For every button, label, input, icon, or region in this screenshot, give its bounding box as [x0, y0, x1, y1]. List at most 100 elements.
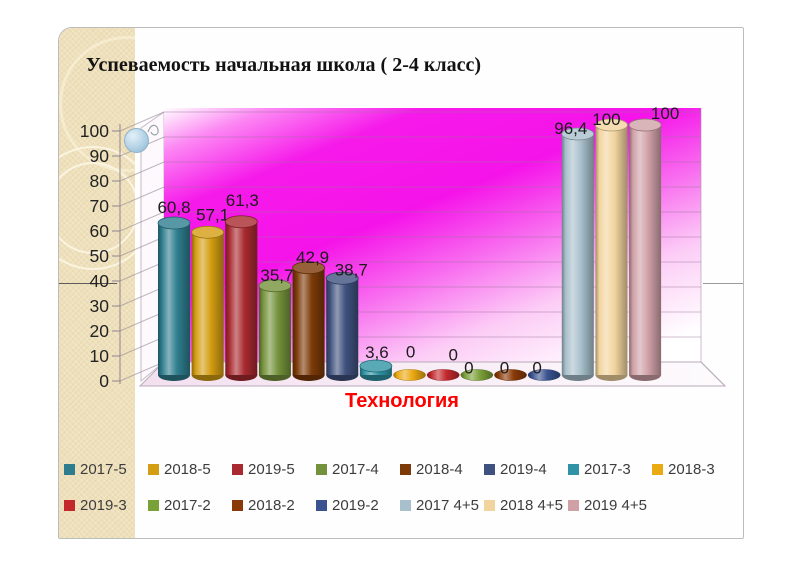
- legend-item-2017-4: 2017-4: [316, 461, 400, 478]
- axis-depth-connector: [119, 161, 165, 182]
- axis-depth-connector: [119, 211, 165, 232]
- bar-value-label: 0: [448, 346, 457, 365]
- bar-2018-4+5: [595, 118, 628, 381]
- decorative-line-right: [703, 283, 743, 284]
- chart-legend-row-1: 2017-5 2018-5 2019-5 2017-4 2018-4 2019-4 2017…: [64, 461, 736, 478]
- bar-2017-3: [359, 359, 393, 381]
- bar-value-label: 38,7: [335, 260, 368, 279]
- axis-depth-connector: [119, 336, 165, 357]
- bar-2017-2: [460, 369, 494, 381]
- legend-item-2018-2: 2018-2: [232, 497, 316, 514]
- legend-label: 2019-5: [248, 461, 295, 478]
- bar-2017-4: [258, 279, 292, 381]
- legend-marker: [652, 464, 663, 475]
- axis-depth-connector: [119, 236, 165, 257]
- legend-label: 2017-2: [164, 497, 211, 514]
- bar-2018-5: [191, 225, 225, 381]
- bar-value-label: 100: [651, 104, 679, 123]
- sphere-ornament: [124, 128, 149, 153]
- bar-value-label: 35,7: [260, 266, 293, 285]
- bar-value-label: 3,6: [365, 343, 389, 362]
- bar-2017-4+5: [561, 127, 595, 381]
- bar-value-label: 60,8: [157, 198, 190, 217]
- legend-marker: [568, 464, 579, 475]
- legend-marker: [64, 464, 75, 475]
- legend-label: 2017-3: [584, 461, 631, 478]
- legend-label: 2018-2: [248, 497, 295, 514]
- legend-item-2019-4: 2019-4: [484, 461, 568, 478]
- legend-label: 2019 4+5: [584, 497, 647, 514]
- legend-marker: [316, 500, 327, 511]
- legend-marker: [232, 500, 243, 511]
- legend-marker: [484, 500, 495, 511]
- axis-depth-connector: [119, 111, 165, 132]
- bar-2018-2: [494, 369, 527, 381]
- legend-label: 2019-4: [500, 461, 547, 478]
- y-axis-label: 80: [90, 171, 110, 191]
- legend-label: 2018-3: [668, 461, 715, 478]
- legend-item-2018-3: 2018-3: [652, 461, 736, 478]
- bar-value-label: 0: [406, 343, 415, 362]
- squiggle-ornament: [147, 124, 159, 136]
- y-axis-label: 50: [90, 246, 110, 266]
- bar-value-label: 57,1: [196, 205, 229, 224]
- legend-label: 2017-5: [80, 461, 127, 478]
- bar-2019-4: [325, 271, 359, 381]
- legend-label: 2017-4: [332, 461, 379, 478]
- legend-label: 2019-3: [80, 497, 127, 514]
- bar-2018-3: [393, 369, 426, 381]
- legend-marker: [400, 500, 411, 511]
- legend-item-2017-2: 2017-2: [148, 497, 232, 514]
- legend-marker: [400, 464, 411, 475]
- legend-item-2019-5: 2019-5: [232, 461, 316, 478]
- y-axis-label: 40: [90, 271, 110, 291]
- legend-item-2017-4+5: 2017 4+5: [400, 497, 484, 514]
- legend-item-2017-3: 2017-3: [568, 461, 652, 478]
- axis-depth-connector: [119, 361, 165, 382]
- legend-item-2018-5: 2018-5: [148, 461, 232, 478]
- legend-marker: [568, 500, 579, 511]
- x-axis-category-label: Технология: [345, 390, 459, 412]
- y-axis-label: 100: [80, 121, 109, 141]
- bar-value-label: 42,9: [296, 248, 329, 267]
- legend-item-2017-5: 2017-5: [64, 461, 148, 478]
- legend-label: 2018-4: [416, 461, 463, 478]
- chart-plot: 0 10 20 30 40 50 60 70 80 90 100 60,8 57,161,3 35,742…: [80, 104, 727, 391]
- axis-depth-connector: [119, 311, 165, 332]
- legend-item-2018-4+5: 2018 4+5: [484, 497, 568, 514]
- y-axis-label: 0: [99, 371, 109, 391]
- bar-2019-3: [426, 369, 460, 381]
- slide-title: Успеваемость начальная школа ( 2-4 класс…: [86, 54, 482, 76]
- axis-depth-connector: [119, 186, 165, 207]
- legend-label: 2018-5: [164, 461, 211, 478]
- legend-marker: [232, 464, 243, 475]
- legend-marker: [148, 500, 159, 511]
- legend-label: 2018 4+5: [500, 497, 563, 514]
- bar-2019-4+5: [628, 118, 662, 381]
- y-axis-label: 90: [90, 146, 110, 166]
- bar-2019-2: [527, 369, 561, 381]
- decorative-line-left: [59, 283, 117, 284]
- y-axis-label: 10: [90, 346, 110, 366]
- bar-value-label: 0: [500, 359, 509, 378]
- legend-marker: [316, 464, 327, 475]
- y-axis-label: 30: [90, 296, 110, 316]
- axis-depth-connector: [119, 261, 165, 282]
- legend-label: 2017 4+5: [416, 497, 479, 514]
- legend-label: 2019-2: [332, 497, 379, 514]
- axis-depth-connector: [119, 286, 165, 307]
- bar-value-label: 100: [592, 110, 620, 129]
- bar-2019-5: [224, 215, 258, 381]
- y-axis-label: 70: [90, 196, 110, 216]
- bar-value-label: 0: [464, 359, 473, 378]
- bar-value-label: 96,4: [554, 119, 587, 138]
- y-axis-label: 20: [90, 321, 110, 341]
- y-axis-label: 60: [90, 221, 110, 241]
- chart-legend-row-2: 2019-3 2017-2 2018-2 2019-2 2017 4+5 2018 4+5…: [64, 497, 652, 514]
- legend-marker: [148, 464, 159, 475]
- legend-item-2019-3: 2019-3: [64, 497, 148, 514]
- decorative-circle: [59, 146, 135, 270]
- legend-item-2018-4: 2018-4: [400, 461, 484, 478]
- legend-marker: [64, 500, 75, 511]
- plot-right-corner-edge: [700, 361, 726, 387]
